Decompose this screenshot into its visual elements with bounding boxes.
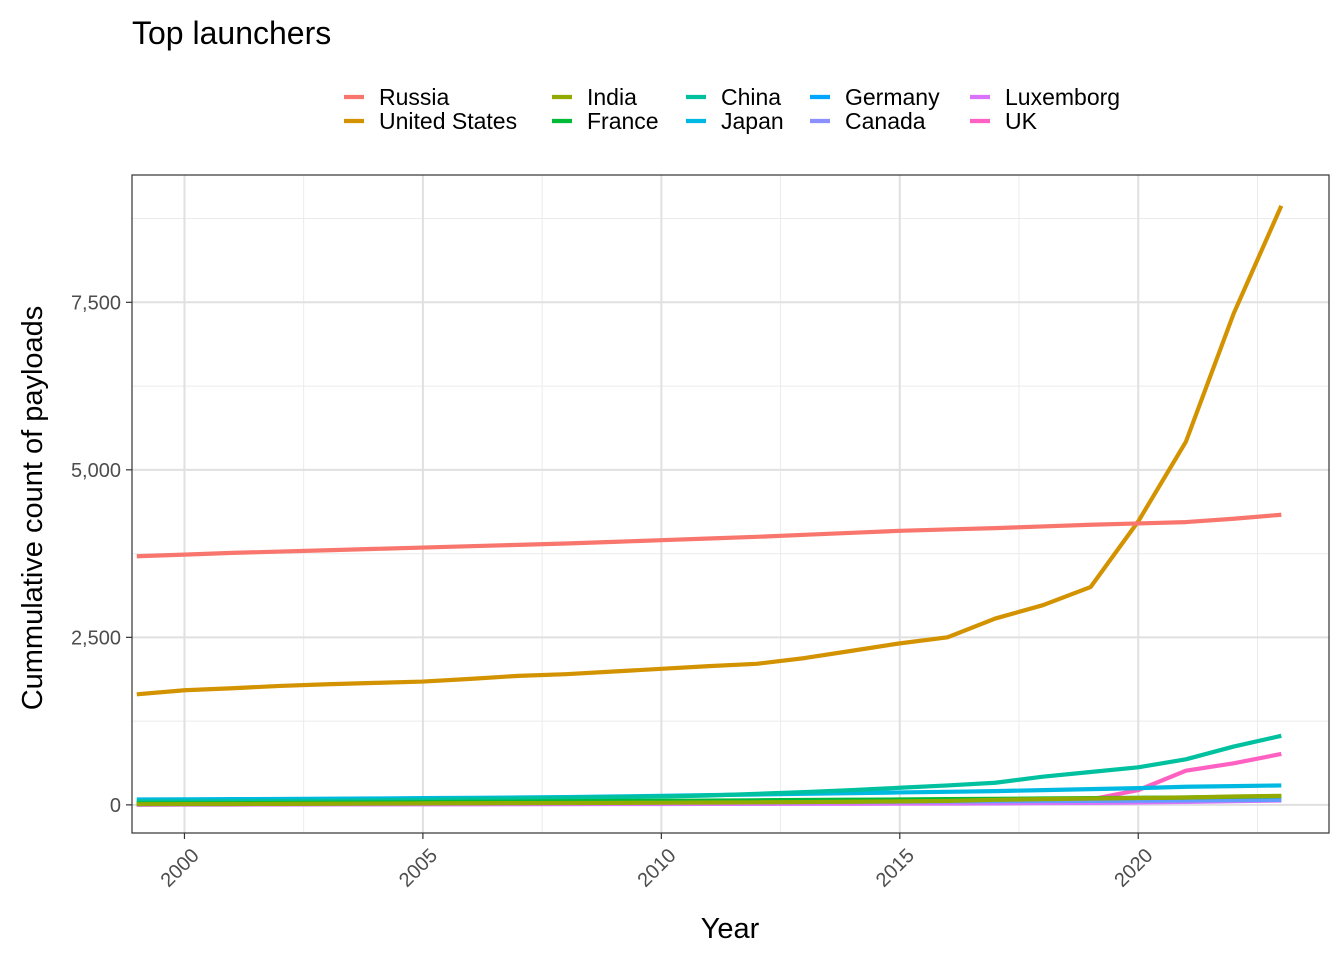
legend-label: Russia <box>379 84 450 110</box>
series-lines <box>136 204 1284 807</box>
y-tick-label: 7,500 <box>71 292 121 314</box>
series-line-india <box>136 793 1282 807</box>
y-tick-label: 0 <box>110 795 121 817</box>
legend-label: Luxemborg <box>1005 84 1120 110</box>
chart-title: Top launchers <box>132 15 331 51</box>
series-line-united-states <box>136 204 1284 697</box>
y-axis: 0 2,500 5,000 7,500 <box>71 292 132 817</box>
y-axis-title: Cummulative count of payloads <box>17 306 49 711</box>
x-tick-label: 2005 <box>395 845 442 892</box>
x-axis: 2000 2005 2010 2015 2020 <box>157 833 1157 892</box>
x-tick-label: 2010 <box>633 845 680 892</box>
legend-label: France <box>587 108 659 134</box>
x-axis-title: Year <box>701 913 760 945</box>
legend-label: United States <box>379 108 517 134</box>
x-tick-label: 2015 <box>872 845 919 892</box>
legend-label: China <box>721 84 781 110</box>
y-tick-label: 2,500 <box>71 627 121 649</box>
series-line-russia <box>136 512 1282 559</box>
y-tick-label: 5,000 <box>71 460 121 482</box>
grid-major <box>132 175 1329 833</box>
legend-label: Japan <box>721 108 784 134</box>
legend-label: UK <box>1005 108 1038 134</box>
grid-minor <box>132 175 1329 833</box>
legend-label: Canada <box>845 108 926 134</box>
legend-label: India <box>587 84 637 110</box>
x-tick-label: 2000 <box>157 845 204 892</box>
panel-background <box>132 175 1329 833</box>
x-tick-label: 2020 <box>1110 845 1157 892</box>
plot-panel <box>131 174 1330 834</box>
panel-border <box>131 174 1330 834</box>
legend-label: Germany <box>845 84 940 110</box>
